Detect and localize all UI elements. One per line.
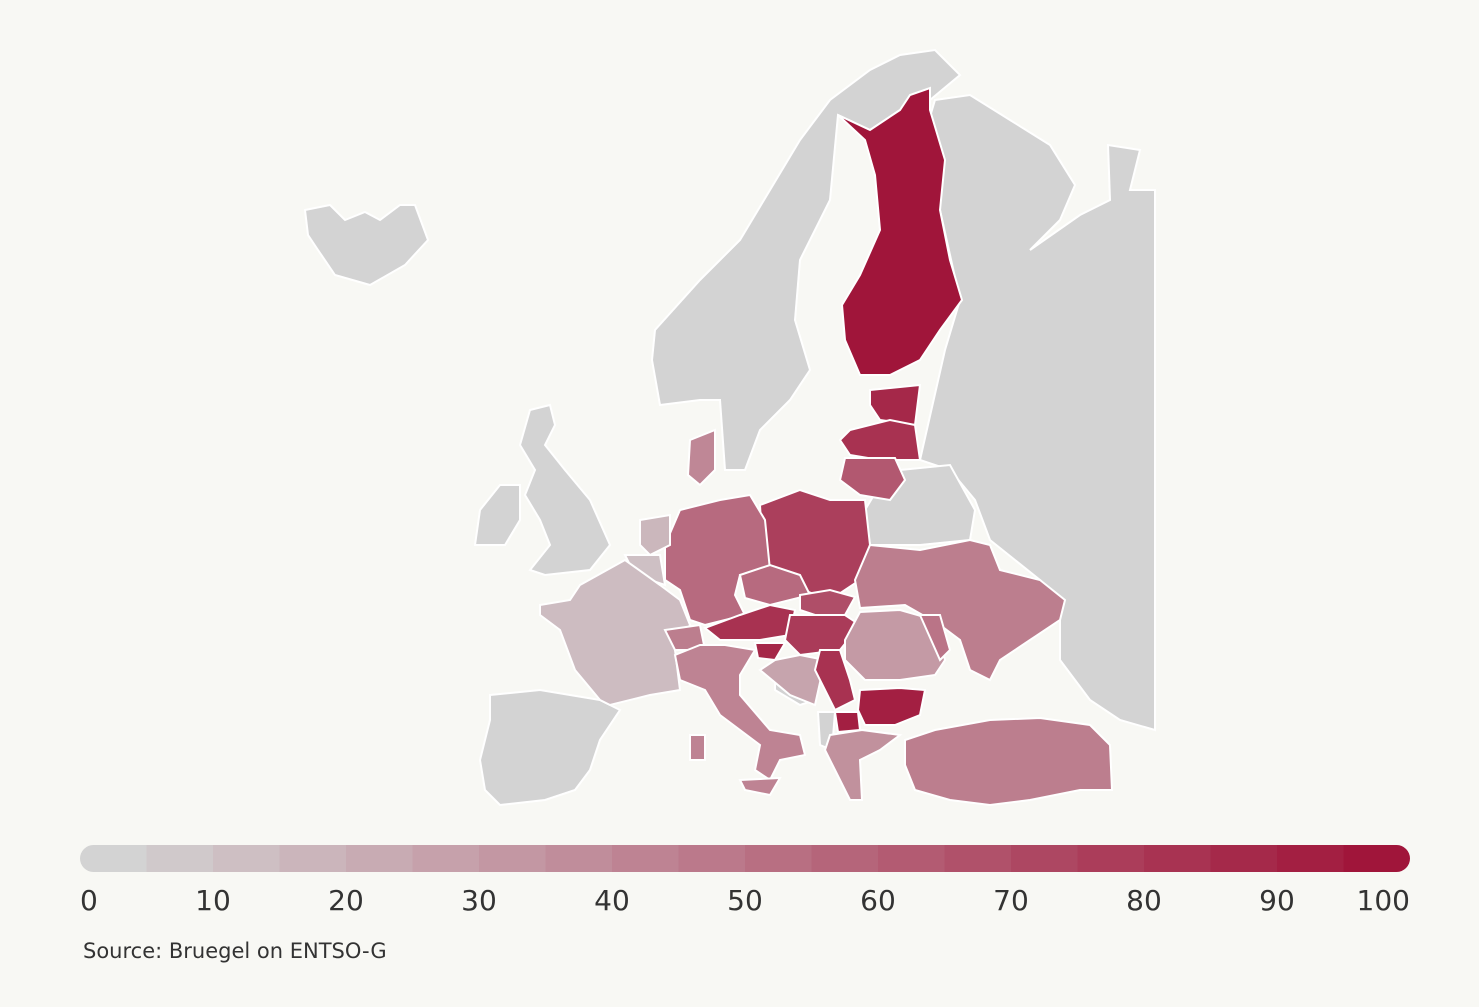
region	[686, 428, 716, 487]
tick-label: 60	[860, 884, 896, 917]
base-map	[303, 48, 1156, 807]
tick-label: 20	[328, 884, 364, 917]
region	[664, 493, 772, 627]
colorbar-segment	[811, 845, 879, 872]
tick-label: 10	[195, 884, 231, 917]
tick-label: 90	[1259, 884, 1295, 917]
region	[856, 686, 927, 726]
colorbar-segment	[1011, 845, 1078, 872]
region	[799, 588, 857, 616]
colorbar-segment	[346, 845, 413, 872]
colorbar-segment	[678, 845, 746, 872]
colorbar-segment	[612, 845, 679, 872]
colorbar-segment	[1144, 845, 1211, 872]
colorbar-segment	[545, 845, 613, 872]
colorbar-segment	[279, 845, 347, 872]
colorbar-segment	[412, 845, 480, 872]
region	[838, 457, 907, 502]
colorbar-segment	[146, 845, 214, 872]
land	[918, 93, 1156, 732]
colorbar-segment	[1277, 845, 1344, 872]
land	[518, 403, 612, 577]
tick-label: 100	[1357, 884, 1410, 917]
region	[904, 716, 1114, 807]
colorbar-segment	[878, 845, 945, 872]
region	[853, 538, 1067, 682]
region	[833, 711, 862, 734]
regions	[539, 86, 1114, 807]
source: Source: Bruegel on ENTSO-G	[83, 939, 387, 963]
colorbar-segment	[479, 845, 546, 872]
region	[837, 86, 964, 376]
region	[838, 418, 922, 461]
region	[689, 734, 706, 761]
land	[473, 484, 521, 546]
region	[918, 614, 952, 662]
colorbar-segment	[213, 845, 280, 872]
region	[844, 608, 947, 681]
region	[823, 728, 903, 801]
tick-label: 30	[461, 884, 497, 917]
tick-label: 70	[993, 884, 1029, 917]
colorbar-segment	[944, 845, 1012, 872]
tick-label: 0	[80, 884, 98, 917]
region	[673, 644, 807, 782]
tick-label: 40	[594, 884, 630, 917]
tick-label: 50	[727, 884, 763, 917]
region	[738, 776, 782, 797]
colorbar-segment	[80, 845, 147, 872]
colorbar-segment	[1077, 845, 1145, 872]
tick-label: 80	[1126, 884, 1162, 917]
segments	[80, 845, 1410, 872]
colorbar-segment	[745, 845, 812, 872]
region	[813, 649, 857, 712]
land	[303, 203, 430, 287]
colorbar-segment	[1343, 845, 1410, 872]
colorbar: 0 10 20 30 40 50 60 70 80 90 100	[80, 845, 1410, 917]
region	[758, 653, 827, 707]
region	[639, 513, 671, 557]
colorbar-segment	[1210, 845, 1278, 872]
